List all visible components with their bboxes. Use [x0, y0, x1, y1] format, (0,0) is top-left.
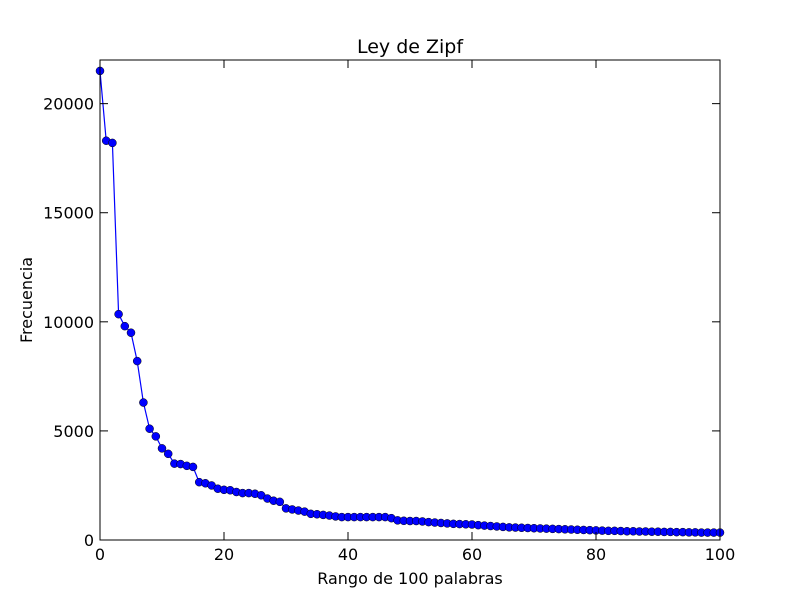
x-tick-label: 80 — [586, 545, 606, 564]
x-tick-label: 60 — [462, 545, 482, 564]
x-axis-label: Rango de 100 palabras — [317, 569, 503, 588]
y-tick-label: 10000 — [43, 313, 94, 332]
y-tick-label: 0 — [84, 531, 94, 550]
data-point — [120, 321, 130, 331]
data-point — [132, 356, 142, 366]
data-point — [145, 424, 154, 433]
ticks-layer: 0 20 40 60 80 100 0 5000 10000 15000 20000 — [43, 60, 735, 564]
data-point — [126, 328, 136, 337]
data-point — [157, 444, 167, 453]
plot-area — [100, 60, 720, 540]
x-tick-label: 20 — [214, 545, 234, 564]
y-axis-label: Frecuencia — [17, 257, 36, 343]
x-tick-label: 40 — [338, 545, 358, 564]
data-point — [151, 432, 161, 441]
plot-frame — [99, 59, 721, 541]
data-point — [163, 449, 173, 459]
data-point — [108, 138, 117, 148]
y-tick-label: 20000 — [43, 95, 94, 114]
series-layer — [95, 66, 725, 537]
y-tick-label: 5000 — [53, 422, 94, 441]
data-point — [275, 497, 285, 507]
data-point — [114, 309, 123, 319]
data-point — [188, 462, 198, 472]
chart-title: Ley de Zipf — [357, 36, 464, 58]
y-tick-label: 15000 — [43, 204, 94, 223]
data-point — [139, 398, 148, 407]
x-tick-label: 0 — [95, 545, 105, 564]
x-tick-label: 100 — [705, 545, 736, 564]
